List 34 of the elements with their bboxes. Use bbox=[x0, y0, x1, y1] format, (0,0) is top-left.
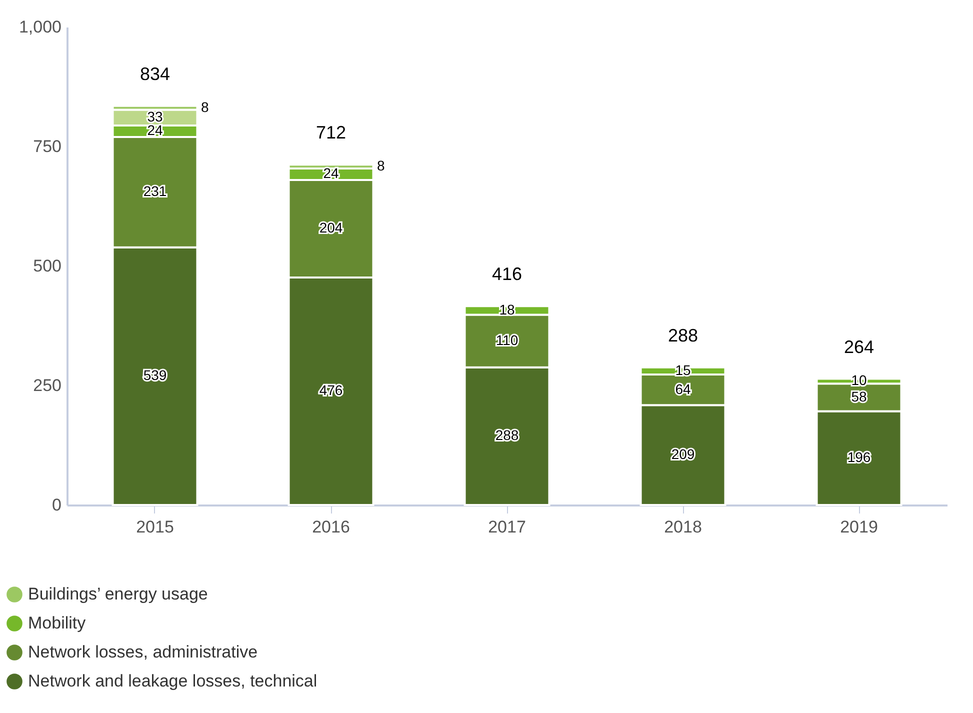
x-tick-label: 2019 bbox=[840, 518, 878, 536]
data-label: 8 bbox=[201, 98, 209, 115]
x-tick-label: 2015 bbox=[136, 518, 174, 536]
total-label: 834 bbox=[140, 64, 170, 84]
x-tick-label: 2017 bbox=[488, 518, 526, 536]
y-tick-label: 500 bbox=[33, 256, 62, 276]
total-label: 416 bbox=[492, 264, 522, 284]
y-tick-label: 0 bbox=[52, 496, 62, 514]
total-label: 264 bbox=[844, 336, 874, 357]
data-label: 33 bbox=[147, 108, 163, 125]
legend-label: Network losses, administrative bbox=[28, 642, 258, 662]
data-label: 24 bbox=[147, 122, 163, 138]
data-label: 288 bbox=[495, 427, 519, 444]
data-label: 204 bbox=[319, 220, 343, 236]
data-label: 196 bbox=[847, 449, 871, 466]
y-tick-label: 250 bbox=[33, 376, 62, 395]
data-label: 110 bbox=[496, 332, 518, 348]
x-tick-label: 2018 bbox=[664, 518, 702, 536]
data-label: 231 bbox=[143, 183, 167, 200]
data-label: 58 bbox=[851, 388, 867, 404]
total-label: 288 bbox=[668, 325, 698, 346]
y-tick-label: 1,000 bbox=[18, 18, 62, 36]
data-label: 24 bbox=[323, 165, 339, 182]
data-label: 64 bbox=[675, 380, 691, 397]
data-label: 539 bbox=[143, 367, 167, 384]
legend-label: Buildings’ energy usage bbox=[28, 584, 208, 604]
data-label: 209 bbox=[671, 446, 695, 462]
legend-label: Network and leakage losses, technical bbox=[28, 672, 318, 690]
total-label: 712 bbox=[316, 122, 346, 143]
y-tick-label: 750 bbox=[33, 137, 62, 156]
data-label: 476 bbox=[319, 382, 343, 398]
data-label: 8 bbox=[377, 158, 385, 174]
x-tick-label: 2016 bbox=[312, 518, 350, 536]
legend-label: Mobility bbox=[28, 614, 86, 632]
